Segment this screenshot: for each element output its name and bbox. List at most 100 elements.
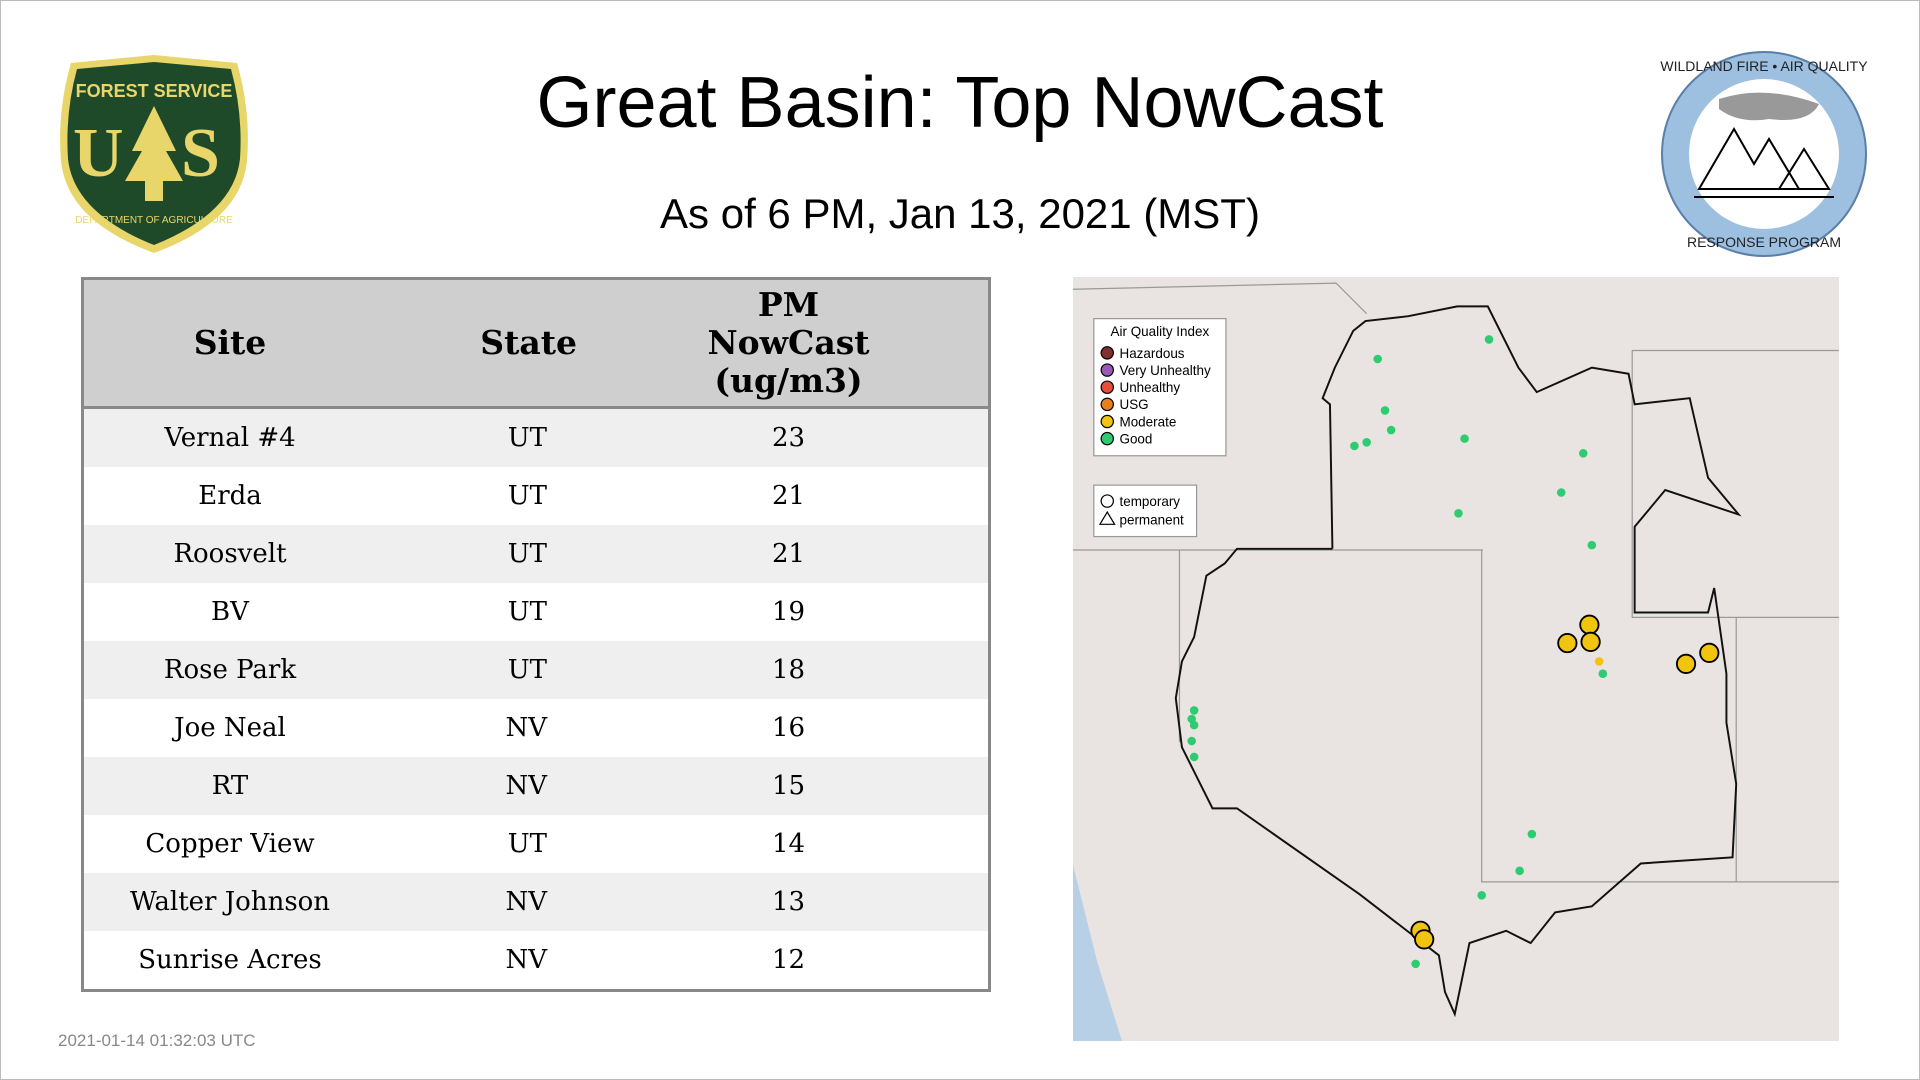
legend-swatch-hazardous [1100,346,1114,360]
page-title: Great Basin: Top NowCast [536,63,1384,143]
state-cell: UT [376,467,589,525]
legend-swatch-good [1100,431,1114,446]
table-row: BV UT 19 [82,583,990,641]
state-cell: UT [376,815,589,873]
state-cell: UT [376,641,589,699]
marker-good [1527,829,1537,839]
svg-text:S: S [181,115,220,192]
site-cell: Copper View [82,815,376,873]
site-type-legend: temporary permanent [1093,484,1198,538]
state-cell: NV [376,931,589,991]
table-row: Vernal #4 UT 23 [82,407,990,467]
marker-good [1587,540,1597,550]
marker-moderate-temporary [1557,632,1578,654]
header-line: PM [757,285,820,324]
nowcast-cell: 16 [589,699,990,757]
legend-title: Air Quality Index [1111,324,1210,339]
site-cell: RT [82,757,376,815]
marker-good [1373,354,1382,364]
site-cell: BV [82,583,376,641]
marker-good [1187,736,1196,746]
monitor-markers [1187,335,1720,969]
marker-good [1362,438,1371,447]
table-row: Sunrise Acres NV 12 [82,931,990,991]
marker-good [1484,335,1494,344]
state-borders [1073,282,1839,883]
nowcast-cell: 15 [589,757,990,815]
site-cell: Rose Park [82,641,376,699]
triangle-icon [1098,510,1116,525]
marker-moderate-temporary [1675,653,1697,674]
legend-permanent: permanent [1119,512,1184,527]
nowcast-cell: 12 [589,931,990,991]
site-cell: Joe Neal [82,699,376,757]
marker-good [1189,706,1199,715]
nowcast-cell: 14 [589,815,990,873]
ocean [1073,864,1122,1041]
state-cell: UT [376,583,589,641]
table-row: Joe Neal NV 16 [82,699,990,757]
great-basin-boundary [1174,305,1742,1018]
generated-timestamp: 2021-01-14 01:32:03 UTC [58,1031,256,1050]
table-row: Roosvelt UT 21 [82,525,990,583]
marker-good [1386,425,1396,435]
state-cell: UT [376,525,589,583]
nowcast-cell: 21 [589,525,990,583]
nowcast-cell: 18 [589,641,990,699]
legend-label: Hazardous [1119,346,1184,361]
legend-label: Very Unhealthy [1119,363,1210,378]
marker-good [1515,866,1524,876]
table-row: Rose Park UT 18 [82,641,990,699]
page-subtitle: As of 6 PM, Jan 13, 2021 (MST) [660,190,1260,237]
marker-good [1477,891,1486,900]
table-row: Copper View UT 14 [82,815,990,873]
legend-swatch-unhealthy [1100,380,1114,394]
marker-good [1350,441,1359,451]
site-cell: Vernal #4 [82,407,376,467]
marker-good [1460,434,1469,443]
marker-good [1189,752,1199,762]
site-cell: Sunrise Acres [82,931,376,991]
svg-text:WILDLAND FIRE • AIR QUALITY: WILDLAND FIRE • AIR QUALITY [1660,58,1868,74]
marker-good [1578,449,1588,458]
marker-moderate-temporary [1699,642,1720,663]
circle-icon [1100,494,1114,508]
table-row: Walter Johnson NV 13 [82,873,990,931]
table-row: RT NV 15 [82,757,990,815]
marker-moderate [1594,657,1604,666]
svg-text:FOREST SERVICE: FOREST SERVICE [76,81,233,101]
legend-label: Good [1119,432,1152,447]
legend-label: Moderate [1119,414,1176,429]
column-header-site: Site [82,278,376,409]
legend-label: Unhealthy [1119,380,1180,395]
site-cell: Walter Johnson [82,873,376,931]
table-header-row: Site State PM NowCast (ug/m3) [82,278,990,409]
marker-moderate-temporary [1579,614,1600,635]
svg-text:U: U [73,115,124,192]
legend-temporary: temporary [1119,494,1180,509]
site-cell: Erda [82,467,376,525]
nowcast-cell: 19 [589,583,990,641]
table-row: Erda UT 21 [82,467,990,525]
state-cell: NV [376,699,589,757]
nowcast-cell: 13 [589,873,990,931]
legend-label: USG [1119,397,1148,412]
site-cell: Roosvelt [82,525,376,583]
nowcast-cell: 23 [589,407,990,467]
column-header-pm-nowcast: PM NowCast (ug/m3) [589,278,990,409]
wildland-fire-air-quality-logo: WILDLAND FIRE • AIR QUALITY RESPONSE PRO… [1660,51,1868,257]
forest-service-logo: FOREST SERVICE U S DEPARTMENT OF AGRICUL… [60,55,248,253]
header-line: (ug/m3) [714,361,863,400]
legend-swatch-very-unhealthy [1100,363,1114,377]
marker-good [1598,669,1608,678]
header-line: NowCast [707,323,870,362]
marker-moderate-temporary [1580,631,1601,652]
marker-moderate-temporary [1414,929,1435,950]
aqi-legend: Air Quality Index Hazardous Very Unhealth… [1093,318,1227,457]
marker-good [1454,509,1463,518]
air-quality-map: Air Quality Index Hazardous Very Unhealth… [1073,277,1839,1041]
column-header-state: State [376,278,589,409]
marker-good [1411,959,1420,969]
svg-text:RESPONSE PROGRAM: RESPONSE PROGRAM [1687,234,1841,250]
svg-text:DEPARTMENT OF AGRICULTURE: DEPARTMENT OF AGRICULTURE [75,215,233,226]
